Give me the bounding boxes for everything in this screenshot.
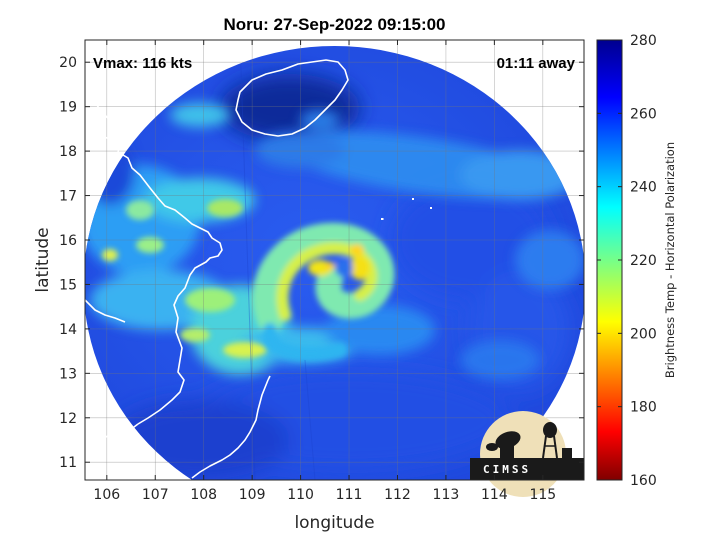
colorbar-tick-label: 160 [630, 473, 657, 489]
y-tick-label: 18 [59, 144, 77, 160]
logo-text: CIMSS [483, 463, 531, 476]
x-tick-label: 109 [239, 487, 266, 503]
logo-banner [470, 458, 584, 480]
y-tick-label: 17 [59, 189, 77, 205]
time-away-annotation: 01:11 away [497, 55, 576, 72]
tick-marks [85, 40, 584, 480]
colorbar-tick-label: 280 [630, 33, 657, 49]
y-axis-label: latitude [33, 227, 53, 292]
cimss-logo: CIMSS [470, 411, 584, 497]
y-tick-label: 13 [59, 366, 77, 382]
colorbar [596, 39, 623, 481]
colorbar-ticks: 160 180 200 220 240 260 280 [597, 33, 657, 489]
y-tick-label: 16 [59, 233, 77, 249]
x-tick-label: 107 [142, 487, 169, 503]
colorbar-tick-label: 200 [630, 326, 657, 342]
x-tick-label: 108 [190, 487, 217, 503]
colorbar-tick-label: 260 [630, 106, 657, 122]
colorbar-label: Brightness Temp - Horizontal Polarizatio… [663, 142, 677, 378]
y-tick-label: 20 [59, 55, 77, 71]
x-tick-label: 111 [336, 487, 363, 503]
vmax-annotation: Vmax: 116 kts [93, 55, 192, 72]
colorbar-tick-label: 240 [630, 180, 657, 196]
x-tick-label: 112 [384, 487, 411, 503]
x-axis-label: longitude [294, 513, 374, 533]
x-tick-label: 106 [93, 487, 120, 503]
x-tick-label: 110 [287, 487, 314, 503]
grid-lines [85, 40, 584, 480]
y-tick-label: 15 [59, 277, 77, 293]
axes-frame [84, 39, 585, 481]
x-tick-label: 115 [529, 487, 556, 503]
x-tick-labels: 106 107 108 109 110 111 112 113 114 115 [93, 487, 556, 503]
water-tower-icon [542, 422, 572, 459]
y-tick-label: 14 [59, 322, 77, 338]
satellite-dish-icon [486, 431, 521, 458]
x-tick-label: 114 [481, 487, 508, 503]
y-tick-label: 11 [59, 455, 77, 471]
colorbar-tick-label: 220 [630, 253, 657, 269]
x-tick-label: 113 [433, 487, 460, 503]
y-tick-label: 19 [59, 100, 77, 116]
plot-title: Noru: 27-Sep-2022 09:15:00 [223, 15, 445, 34]
y-tick-labels: 11 12 13 14 15 16 17 18 19 20 [59, 55, 77, 471]
y-tick-label: 12 [59, 411, 77, 427]
coastline [85, 54, 432, 479]
colorbar-tick-label: 180 [630, 400, 657, 416]
swath-image [85, 46, 584, 480]
